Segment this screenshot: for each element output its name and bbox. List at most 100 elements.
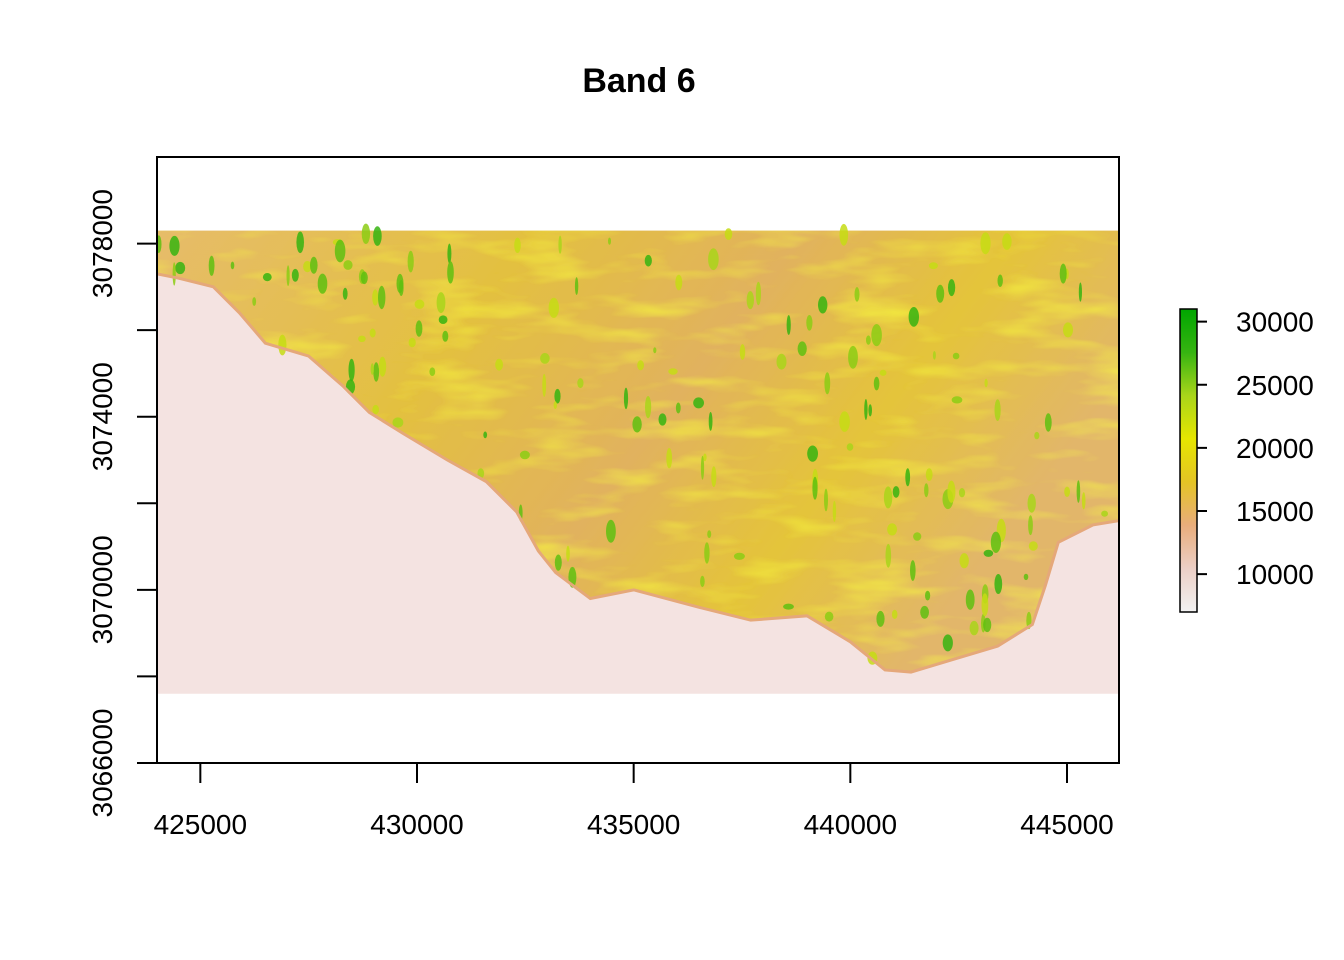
green-patch bbox=[378, 356, 387, 377]
green-patch bbox=[704, 542, 710, 564]
green-patch bbox=[891, 609, 898, 620]
green-patch bbox=[414, 299, 425, 309]
green-patch bbox=[369, 328, 376, 338]
green-patch bbox=[739, 344, 746, 360]
green-patch bbox=[997, 274, 1003, 287]
green-patch bbox=[812, 476, 818, 500]
green-patch bbox=[252, 297, 257, 306]
green-patch bbox=[703, 453, 707, 462]
x-axis: 425000 430000 435000 440000 445000 bbox=[154, 762, 1114, 840]
green-patch bbox=[436, 292, 446, 314]
green-patch bbox=[905, 468, 911, 487]
green-patch bbox=[879, 369, 887, 376]
green-patch bbox=[291, 268, 299, 282]
green-patch bbox=[675, 274, 683, 291]
green-patch bbox=[343, 260, 353, 270]
green-patch bbox=[892, 486, 900, 498]
green-patch bbox=[824, 372, 831, 395]
green-patch bbox=[1081, 492, 1086, 510]
green-patch bbox=[172, 262, 176, 286]
green-patch bbox=[925, 590, 931, 601]
green-patch bbox=[554, 388, 561, 404]
y-axis: 3066000 3070000 3074000 3078000 bbox=[87, 189, 158, 818]
green-patch bbox=[700, 575, 705, 588]
green-patch bbox=[653, 347, 657, 354]
green-patch bbox=[317, 273, 328, 294]
green-patch bbox=[644, 254, 652, 267]
green-patch bbox=[519, 450, 530, 460]
green-patch bbox=[1028, 541, 1038, 551]
green-patch bbox=[1078, 282, 1082, 302]
x-tick-label: 445000 bbox=[1020, 809, 1113, 840]
green-patch bbox=[776, 353, 787, 370]
green-patch bbox=[994, 574, 1003, 594]
green-patch bbox=[310, 256, 318, 274]
green-patch bbox=[746, 291, 754, 310]
green-patch bbox=[797, 341, 807, 357]
y-tick-label: 3066000 bbox=[87, 708, 118, 817]
green-patch bbox=[910, 560, 916, 581]
green-patch bbox=[429, 367, 436, 377]
x-tick-label: 430000 bbox=[370, 809, 463, 840]
green-patch bbox=[1027, 493, 1036, 513]
green-patch bbox=[373, 226, 382, 246]
green-patch bbox=[990, 531, 1002, 553]
green-patch bbox=[707, 530, 712, 538]
green-patch bbox=[358, 335, 366, 342]
green-patch bbox=[658, 413, 667, 426]
green-patch bbox=[1059, 263, 1067, 284]
green-patch bbox=[711, 466, 717, 488]
green-patch bbox=[942, 634, 953, 652]
green-patch bbox=[370, 363, 374, 375]
green-patch bbox=[885, 543, 892, 568]
color-legend: 10000 15000 20000 25000 30000 bbox=[1179, 307, 1314, 613]
green-patch bbox=[334, 239, 346, 263]
green-patch bbox=[839, 223, 849, 246]
green-patch bbox=[1064, 486, 1070, 497]
green-patch bbox=[925, 468, 933, 481]
green-patch bbox=[447, 243, 452, 264]
green-patch bbox=[1034, 431, 1040, 440]
green-patch bbox=[373, 362, 380, 382]
y-tick-label: 3070000 bbox=[87, 535, 118, 644]
green-patch bbox=[824, 611, 834, 622]
green-patch bbox=[948, 279, 956, 297]
green-patch bbox=[372, 404, 380, 415]
green-patch bbox=[783, 603, 794, 610]
green-patch bbox=[392, 417, 404, 428]
green-patch bbox=[980, 232, 991, 255]
green-patch bbox=[724, 228, 733, 240]
legend-tick-label: 30000 bbox=[1236, 307, 1314, 338]
green-patch bbox=[230, 261, 235, 270]
green-patch bbox=[278, 334, 287, 356]
green-patch bbox=[846, 443, 854, 451]
green-patch bbox=[913, 532, 922, 541]
green-patch bbox=[984, 378, 988, 388]
green-patch bbox=[632, 416, 642, 433]
green-patch bbox=[832, 500, 837, 522]
green-patch bbox=[169, 235, 180, 256]
green-patch bbox=[398, 280, 404, 296]
green-patch bbox=[818, 296, 828, 314]
green-patch bbox=[1023, 573, 1029, 581]
legend-tick-label: 15000 bbox=[1236, 496, 1314, 527]
green-patch bbox=[668, 368, 678, 375]
x-tick-label: 425000 bbox=[154, 809, 247, 840]
y-tick-label: 3074000 bbox=[87, 362, 118, 471]
green-patch bbox=[824, 488, 828, 512]
green-patch bbox=[548, 297, 559, 318]
green-patch bbox=[623, 387, 629, 410]
green-patch bbox=[871, 324, 882, 347]
green-patch bbox=[876, 610, 885, 627]
green-patch bbox=[342, 287, 348, 300]
x-tick-label: 435000 bbox=[587, 809, 680, 840]
green-patch bbox=[958, 488, 966, 498]
green-patch bbox=[994, 399, 1001, 421]
green-patch bbox=[262, 273, 272, 282]
green-patch bbox=[839, 411, 850, 432]
green-patch bbox=[807, 445, 818, 462]
green-patch bbox=[786, 315, 791, 335]
green-patch bbox=[1044, 413, 1052, 432]
green-patch bbox=[1002, 233, 1012, 250]
